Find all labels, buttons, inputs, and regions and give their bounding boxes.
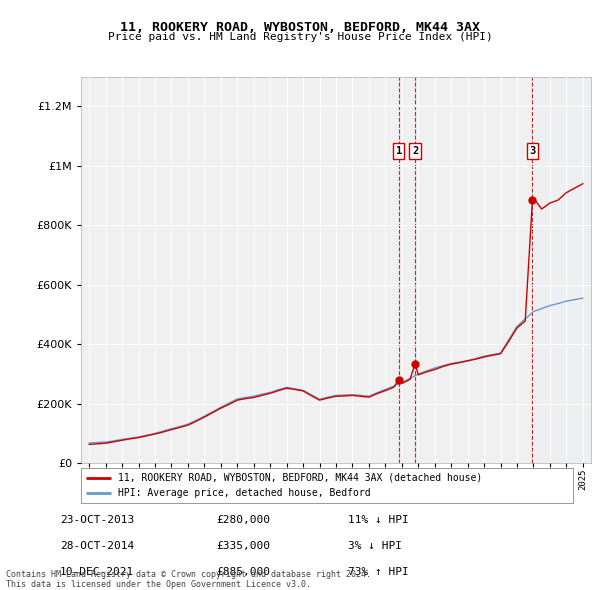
Text: £335,000: £335,000 [216, 542, 270, 551]
Text: HPI: Average price, detached house, Bedford: HPI: Average price, detached house, Bedf… [118, 489, 371, 499]
Bar [532, 77, 591, 463]
Text: 3: 3 [529, 146, 536, 156]
Text: 11, ROOKERY ROAD, WYBOSTON, BEDFORD, MK44 3AX (detached house): 11, ROOKERY ROAD, WYBOSTON, BEDFORD, MK4… [118, 473, 482, 483]
Text: 3% ↓ HPI: 3% ↓ HPI [348, 542, 402, 551]
Text: 11% ↓ HPI: 11% ↓ HPI [348, 515, 409, 525]
Text: 73% ↑ HPI: 73% ↑ HPI [348, 568, 409, 578]
Text: 10-DEC-2021: 10-DEC-2021 [60, 568, 134, 578]
Text: £280,000: £280,000 [216, 515, 270, 525]
Text: 11, ROOKERY ROAD, WYBOSTON, BEDFORD, MK44 3AX: 11, ROOKERY ROAD, WYBOSTON, BEDFORD, MK4… [120, 21, 480, 34]
Text: £885,000: £885,000 [216, 568, 270, 578]
Text: 1: 1 [395, 146, 402, 156]
Text: 23-OCT-2013: 23-OCT-2013 [60, 515, 134, 525]
Text: Contains HM Land Registry data © Crown copyright and database right 2024.
This d: Contains HM Land Registry data © Crown c… [6, 570, 371, 589]
Text: 2: 2 [412, 146, 418, 156]
Text: 28-OCT-2014: 28-OCT-2014 [60, 542, 134, 551]
Text: Price paid vs. HM Land Registry's House Price Index (HPI): Price paid vs. HM Land Registry's House … [107, 32, 493, 42]
